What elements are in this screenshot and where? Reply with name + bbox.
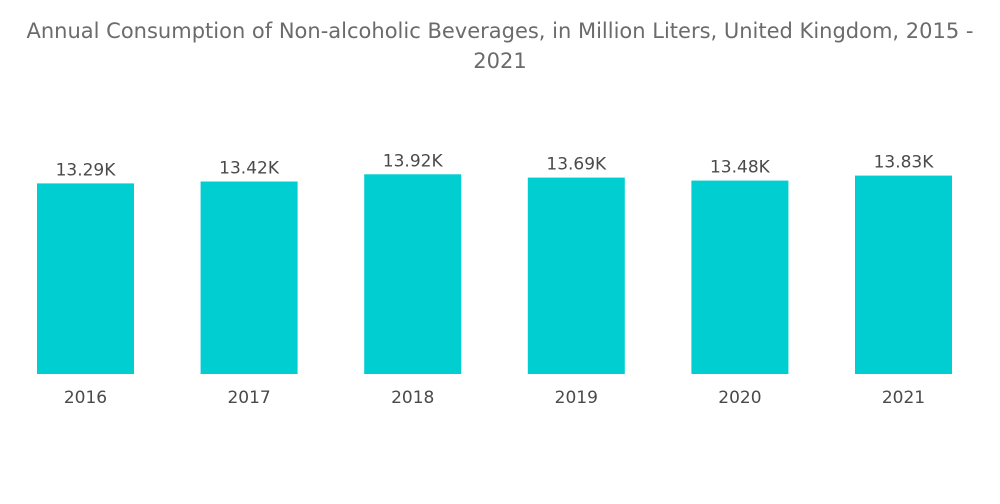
data-label-2019: 13.69K	[546, 155, 607, 175]
bar-2019	[527, 177, 625, 374]
x-axis-ticks-layer: 2016 2017 2018 2019 2020 2021	[64, 388, 925, 408]
x-tick-label-2017: 2017	[227, 388, 270, 408]
bar-2016	[37, 183, 134, 374]
x-tick-label-2021: 2021	[882, 388, 925, 408]
bars-layer	[37, 174, 952, 374]
chart-title: Annual Consumption of Non-alcoholic Beve…	[26, 19, 974, 73]
bar-2021	[855, 175, 952, 374]
x-tick-label-2016: 2016	[64, 388, 107, 408]
x-tick-label-2020: 2020	[718, 388, 761, 408]
x-tick-label-2018: 2018	[391, 388, 434, 408]
bar-2020	[691, 180, 789, 374]
bar-2017	[200, 181, 298, 374]
data-label-2020: 13.48K	[710, 158, 771, 178]
data-label-2018: 13.92K	[383, 151, 444, 171]
x-tick-label-2019: 2019	[555, 388, 598, 408]
data-labels-layer: 13.29K 13.42K 13.92K 13.69K 13.48K 13.83K	[56, 151, 935, 180]
data-label-2017: 13.42K	[219, 159, 280, 179]
data-label-2021: 13.83K	[874, 153, 935, 173]
data-label-2016: 13.29K	[56, 160, 117, 180]
bar-2018	[364, 174, 462, 374]
